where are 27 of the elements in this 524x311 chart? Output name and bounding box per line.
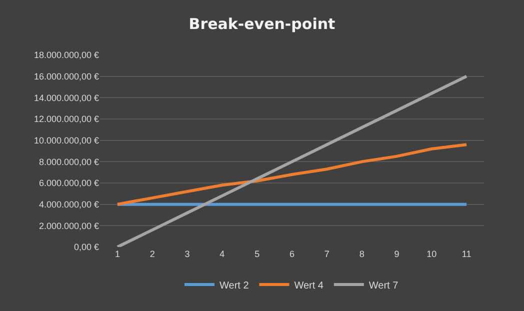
x-tick-label: 3 [184, 249, 190, 259]
line-series [116, 143, 468, 206]
x-tick-label: 7 [324, 249, 330, 259]
y-tick-label: 18.000.000,00 € [34, 50, 99, 60]
x-tick-label: 1 [114, 249, 120, 259]
y-tick-label: 4.000.000,00 € [38, 199, 99, 210]
legend-label: Wert 4 [294, 280, 324, 292]
x-tick-label: 2 [150, 249, 155, 259]
x-tick-label: 4 [220, 249, 225, 259]
y-tick-label: 16.000.000,00 € [34, 71, 99, 82]
x-tick-label: 5 [254, 249, 260, 259]
y-tick-label: 0,00 € [74, 242, 99, 252]
y-tick-label: 8.000.000,00 € [38, 156, 99, 167]
y-tick-label: 2.000.000,00 € [38, 220, 99, 231]
x-tick-label: 9 [394, 249, 400, 259]
x-tick-label: 8 [359, 249, 364, 259]
chart-title: Break-even-point [188, 15, 336, 34]
x-tick-label: 11 [462, 249, 472, 259]
legend-label: Wert 7 [368, 280, 399, 292]
y-tick-label: 12.000.000,00 € [34, 114, 99, 124]
y-tick-label: 6.000.000,00 € [38, 178, 99, 188]
x-tick-label: 10 [426, 249, 437, 259]
y-tick-label: 14.000.000,00 € [34, 92, 99, 103]
legend-label: Wert 2 [220, 280, 250, 292]
y-tick-label: 10.000.000,00 € [34, 135, 99, 146]
x-tick-label: 6 [289, 249, 295, 259]
line-series [116, 74, 468, 247]
